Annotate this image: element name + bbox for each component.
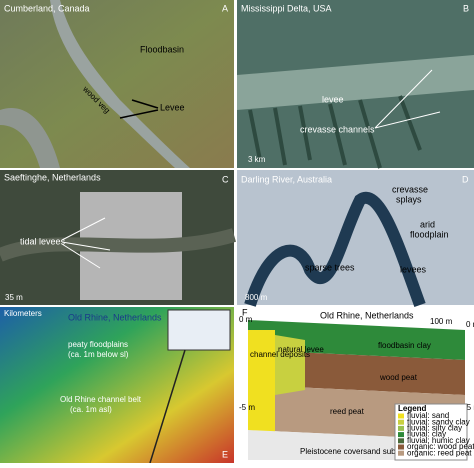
legend-swatch [398,432,404,438]
scale-bar: Kilometers [4,309,42,318]
label: (ca. 1m below sl) [68,350,129,359]
panel-f: Old Rhine, Netherlands F 100 m 0 m -5 m … [237,307,474,463]
panel-a: Cumberland, Canada A Floodbasin wood veg… [0,0,234,168]
label: wood peat [379,373,418,382]
label: Floodbasin [140,44,184,54]
panel-title: Mississippi Delta, USA [241,3,332,13]
label: floodplain [410,229,449,239]
label: levee [322,94,344,104]
panel-letter: E [222,449,228,459]
legend-label: fluvial: silty clay [407,424,462,433]
scale-bar: 3 km [248,155,266,164]
panel-letter: D [462,174,469,184]
label: peaty floodplains [68,340,128,349]
label: reed peat [330,407,365,416]
label: channel deposits [250,350,310,359]
scale-bar: 100 m [430,317,453,326]
legend-label: fluvial: sandy clay [407,417,470,426]
axis-label: -5 m [464,403,474,412]
panel-e: Kilometers Old Rhine, Netherlands E peat… [0,307,234,464]
label: Pleistocene coversand substrate [300,447,416,456]
label: crevasse [392,184,428,194]
legend-label: fluvial: humic clay [407,436,470,445]
legend-title: Legend [398,404,427,413]
panel-letter: F [242,307,248,317]
panel-d: Darling River, Australia D crevasse spla… [237,170,474,308]
panel-letter: B [463,3,469,13]
label: natural levee [278,345,324,354]
legend-label: organic: reed peat [407,448,472,457]
legend-swatch [398,425,404,431]
label: crevasse channels [300,124,375,134]
legend-swatch [398,444,404,450]
legend-swatch [398,413,404,419]
panel-c: Saeftinghe, Netherlands C tidal levees 3… [0,170,236,305]
panel-letter: A [222,3,228,13]
label: tidal levees [20,236,66,246]
label: levees [400,264,427,274]
axis-label: -5 m [239,403,255,412]
panel-title: Cumberland, Canada [4,3,90,13]
panel-letter: C [222,174,229,184]
label: arid [420,219,435,229]
panel-title: Old Rhine, Netherlands [320,310,414,320]
legend-swatch [398,438,404,444]
legend-label: fluvial: sand [407,411,449,420]
scale-bar: 800 m [245,293,268,302]
legend-swatch [398,450,404,456]
panel-title: Saeftinghe, Netherlands [4,172,101,182]
label: sparse trees [305,262,355,272]
axis-label: 0 m [239,315,253,324]
axis-label: 0 m [466,320,474,329]
label: Old Rhine channel belt [60,395,142,404]
legend-label: organic: wood peat [407,442,474,451]
label: (ca. 1m asl) [70,405,112,414]
legend-label: fluvial: clay [407,430,446,439]
panel-b: Mississippi Delta, USA B levee crevasse … [237,0,474,169]
panel-title: Old Rhine, Netherlands [68,312,162,322]
label: floodbasin clay [378,341,431,350]
label: splays [396,194,422,204]
scale-bar: 35 m [5,293,23,302]
label: Levee [160,102,185,112]
legend-swatch [398,419,404,425]
panel-title: Darling River, Australia [241,174,332,184]
